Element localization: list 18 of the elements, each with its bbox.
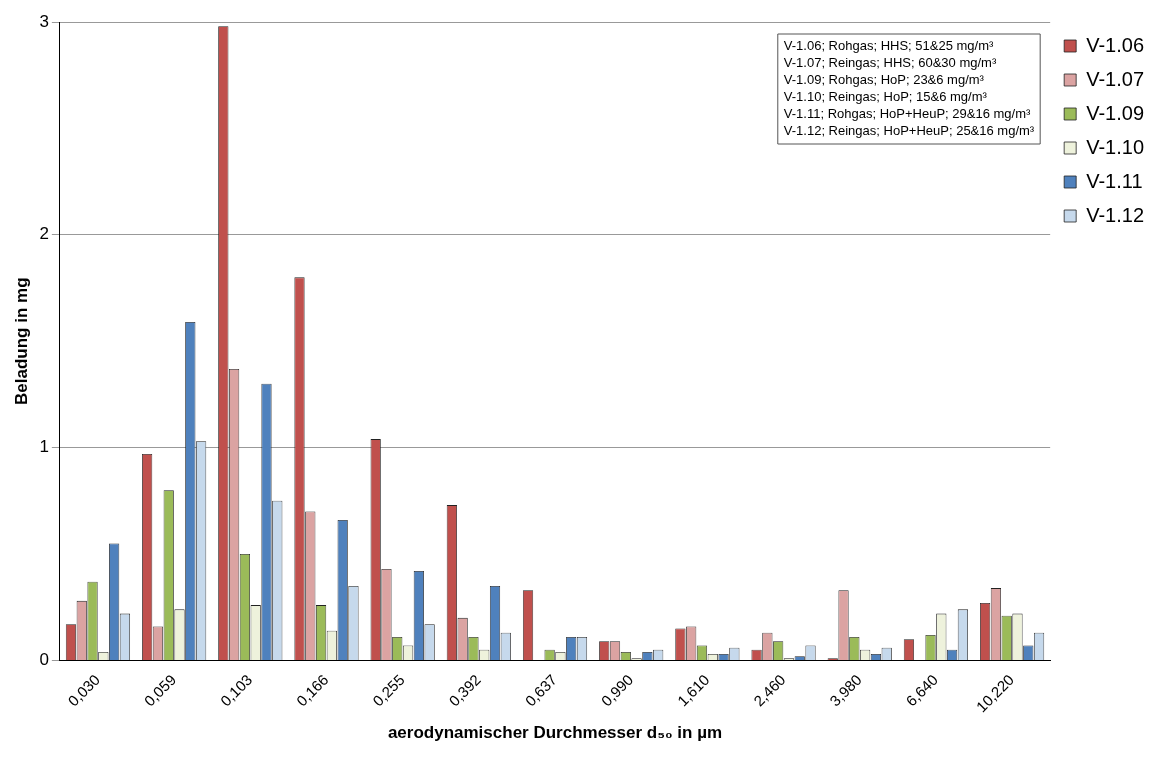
y-tick-label: 0 [39,650,49,670]
legend-label: V-1.11 [1086,169,1143,192]
y-tick-label: 1 [39,437,49,457]
legend-label: V-1.07 [1086,67,1145,90]
annotation: V-1.12; Reingas; HoP+HeuP; 25&16 mg/m³ [783,123,1035,139]
legend-label: V-1.09 [1086,101,1145,124]
y-axis-title: Beladung in mg [11,277,31,405]
annotation: V-1.07; Reingas; HHS; 60&30 mg/m³ [783,55,997,71]
legend-label: V-1.10 [1086,135,1145,158]
legend-label: V-1.06 [1086,33,1145,56]
annotation: V-1.06; Rohgas; HHS; 51&25 mg/m³ [783,38,995,54]
y-tick-label: 2 [39,224,49,244]
y-tick-label: 3 [39,11,49,31]
annotation: V-1.11; Rohgas; HoP+HeuP; 29&16 mg/m³ [783,106,1031,122]
legend-label: V-1.12 [1086,203,1145,226]
x-axis-title: aerodynamischer Durchmesser d₅₀ in µm [387,723,723,743]
annotation: V-1.09; Rohgas; HoP; 23&6 mg/m³ [783,72,985,88]
annotation: V-1.10; Reingas; HoP; 15&6 mg/m³ [783,89,988,105]
